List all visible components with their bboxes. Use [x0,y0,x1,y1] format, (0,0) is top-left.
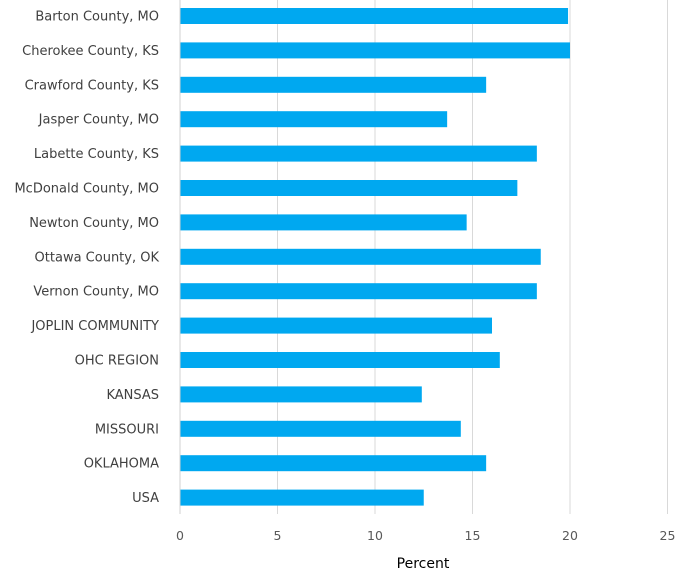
category-label: JOPLIN COMMUNITY [30,319,159,334]
bar [180,455,487,472]
category-label: Cherokee County, KS [22,44,159,59]
category-label: Vernon County, MO [33,285,159,300]
category-label: OHC REGION [75,354,159,369]
bar [180,180,518,196]
x-tick-label: 10 [367,528,383,543]
x-tick-label: 15 [465,528,481,543]
x-tick-label: 0 [176,528,184,543]
bar [180,283,537,300]
category-label: Crawford County, KS [25,78,159,93]
bar [180,420,461,437]
x-tick-labels: 0 5 10 15 20 25 [176,528,675,543]
category-label: MISSOURI [95,422,159,437]
bar [180,489,424,506]
category-label: Newton County, MO [29,216,159,231]
x-tick-label: 20 [562,528,578,543]
bars [180,8,570,506]
category-label: Ottawa County, OK [35,250,160,265]
bar [180,352,500,368]
bar [180,145,537,162]
category-label: McDonald County, MO [14,182,159,197]
category-label: USA [132,491,159,506]
category-label: OKLAHOMA [84,457,159,472]
bar [180,317,492,334]
category-labels: Barton County, MO Cherokee County, KS Craw… [14,10,159,507]
bar [180,8,569,24]
bar [180,42,570,59]
x-axis-title: Percent [397,556,450,572]
category-label: Barton County, MO [35,10,159,25]
x-tick-label: 5 [274,528,282,543]
bar [180,111,448,128]
category-label: KANSAS [106,388,159,403]
bar [180,214,467,231]
bar [180,76,487,93]
bar [180,386,422,403]
x-tick-label: 25 [660,528,676,543]
category-label: Jasper County, MO [38,113,159,128]
bar [180,248,541,265]
category-label: Labette County, KS [34,147,159,162]
